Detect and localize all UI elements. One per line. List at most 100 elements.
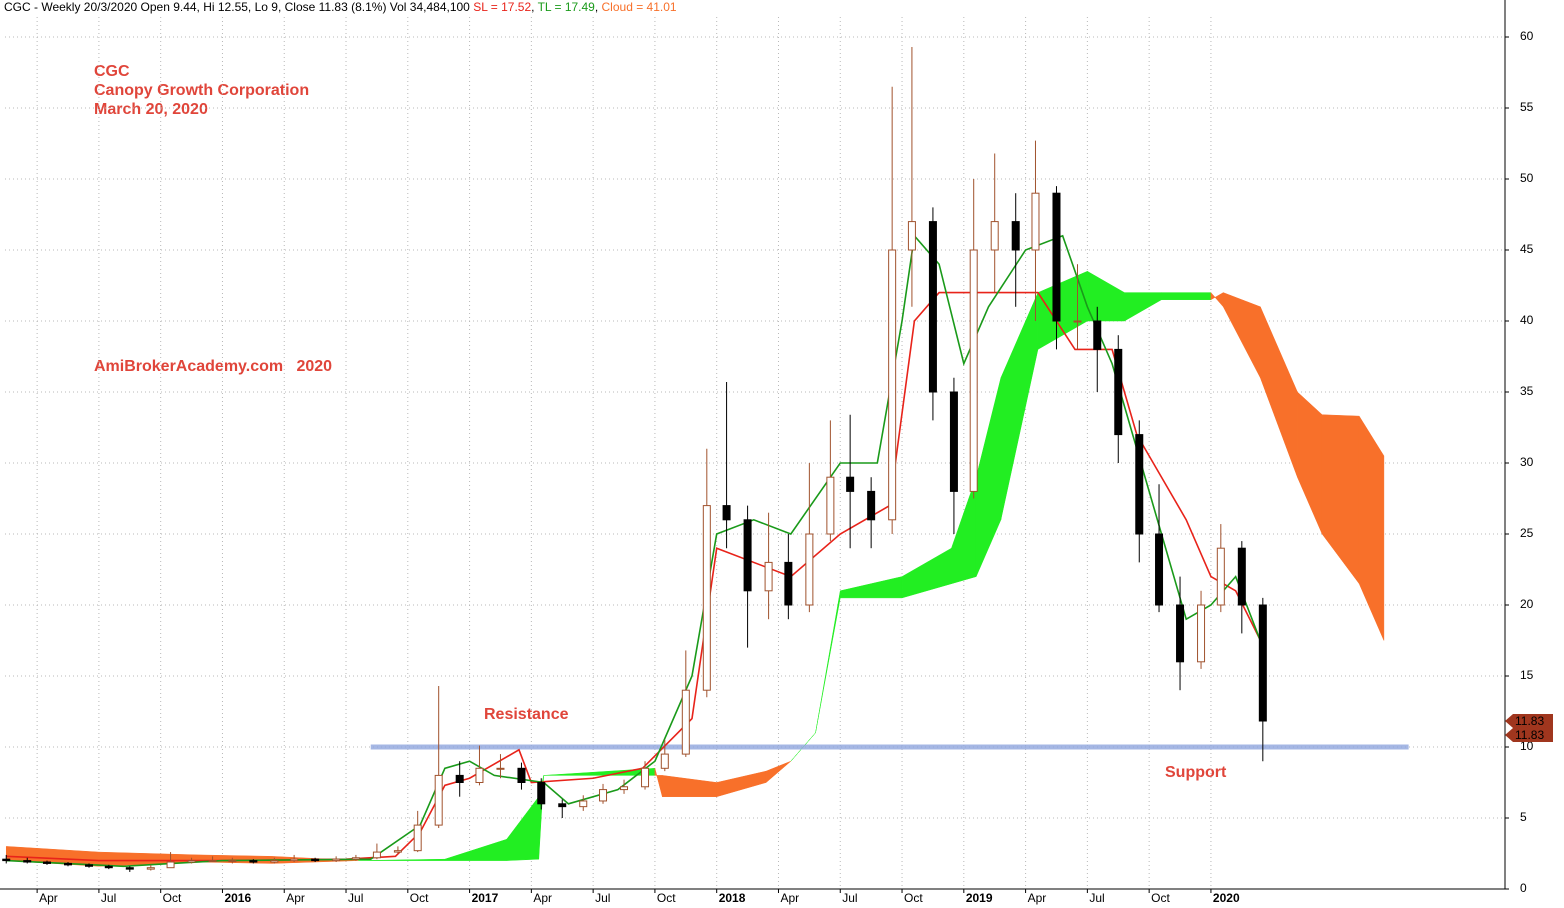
candle-body (351, 857, 360, 860)
candle-body (517, 767, 526, 783)
candle-body (208, 860, 217, 863)
candle-body (1176, 604, 1185, 663)
candle-body (928, 221, 937, 393)
candle-body (270, 860, 279, 863)
x-tick-label: Oct (904, 891, 923, 905)
cloud-segment (716, 770, 767, 798)
cloud-segment (1297, 391, 1323, 535)
price-tag-label: 11.83 (1515, 714, 1544, 728)
candle-body (290, 858, 299, 862)
cloud-segment (1210, 291, 1224, 308)
candle-body (372, 851, 381, 859)
candle-body (990, 221, 999, 251)
candle-body (166, 861, 175, 869)
y-tick-label: 5 (1520, 810, 1527, 824)
candle-body (846, 476, 855, 492)
x-tick-label: 2019 (966, 891, 993, 905)
title-line: March 20, 2020 (94, 101, 208, 118)
candle-body (455, 774, 464, 784)
cloud-segment (815, 590, 841, 733)
x-tick-label: Apr (533, 891, 552, 905)
candle-body (1216, 547, 1225, 606)
candle-body (907, 221, 916, 251)
candle-body (23, 860, 32, 863)
price-tag-label: 11.83 (1515, 728, 1544, 742)
x-tick-label: Oct (410, 891, 429, 905)
indicator-line (6, 291, 1262, 862)
candle-body (1073, 320, 1082, 323)
y-tick-label: 45 (1520, 242, 1534, 256)
x-tick-label: Oct (163, 891, 182, 905)
candle-body (1237, 547, 1246, 606)
candle-body (311, 858, 320, 862)
cloud-segment (840, 576, 903, 599)
candle-body (125, 867, 134, 870)
x-tick-label: Jul (348, 891, 363, 905)
candle-body (702, 505, 711, 691)
candle-body (681, 689, 690, 755)
candle-body (620, 786, 629, 791)
candle-body (867, 490, 876, 521)
candle-body (1155, 533, 1164, 606)
candle-body (1114, 348, 1123, 436)
candle-body (1093, 320, 1102, 350)
y-tick-label: 0 (1520, 881, 1527, 895)
candle-body (722, 505, 731, 521)
x-tick-label: Jul (595, 891, 610, 905)
y-tick-label: 30 (1520, 455, 1534, 469)
candle-body (743, 519, 752, 592)
x-tick-label: Jul (101, 891, 116, 905)
candle-body (949, 391, 958, 492)
y-tick-label: 25 (1520, 526, 1534, 540)
candle-body (1031, 192, 1040, 251)
candle-body (1052, 192, 1061, 322)
cloud-segment (1321, 414, 1360, 585)
y-tick-label: 20 (1520, 597, 1534, 611)
candle-body (413, 824, 422, 852)
header-cloud: Cloud = 41.01 (602, 0, 677, 14)
x-tick-label: Apr (1028, 891, 1047, 905)
candle-body (332, 858, 341, 862)
header-tl: TL = 17.49 (538, 0, 596, 14)
cloud-segment (662, 775, 717, 797)
candle-body (888, 249, 897, 521)
cloud-segment (1223, 292, 1261, 378)
y-tick-label: 35 (1520, 384, 1534, 398)
price-tag (1505, 714, 1553, 729)
candle-body (2, 858, 11, 862)
cloud-segment (506, 795, 540, 861)
candle-body (579, 800, 588, 808)
candle-body (969, 249, 978, 492)
candle-body (1197, 604, 1206, 663)
cloud-segment (1087, 270, 1125, 322)
y-tick-label: 40 (1520, 313, 1534, 327)
x-tick-label: Jul (842, 891, 857, 905)
candle-body (64, 862, 73, 866)
candle-body (393, 850, 402, 853)
candle-body (249, 860, 258, 863)
cloud-segment (1260, 306, 1298, 478)
candle-body (660, 753, 669, 769)
candle-body (187, 860, 196, 863)
x-tick-label: 2020 (1213, 891, 1240, 905)
x-tick-label: 2016 (224, 891, 251, 905)
annotation: Resistance (484, 706, 569, 723)
cloud-segment (765, 760, 791, 784)
watermark: AmiBrokerAcademy.com 2020 (94, 358, 332, 375)
header: CGC - Weekly 20/3/2020 Open 9.44, Hi 12.… (4, 0, 677, 14)
candle-body (599, 789, 608, 802)
candle-body (434, 774, 443, 826)
cloud-segment (444, 838, 507, 861)
candle-body (496, 767, 505, 770)
candle-body (537, 782, 546, 805)
x-tick-label: Apr (39, 891, 58, 905)
y-tick-label: 55 (1520, 100, 1534, 114)
indicator-line (6, 233, 1262, 868)
cloud-segment (654, 768, 663, 797)
cloud-segment (1124, 292, 1162, 322)
candle-body (805, 533, 814, 606)
candle-body (1011, 221, 1020, 251)
candle-body (1135, 434, 1144, 535)
header-main: CGC - Weekly 20/3/2020 Open 9.44, Hi 12.… (4, 0, 470, 14)
